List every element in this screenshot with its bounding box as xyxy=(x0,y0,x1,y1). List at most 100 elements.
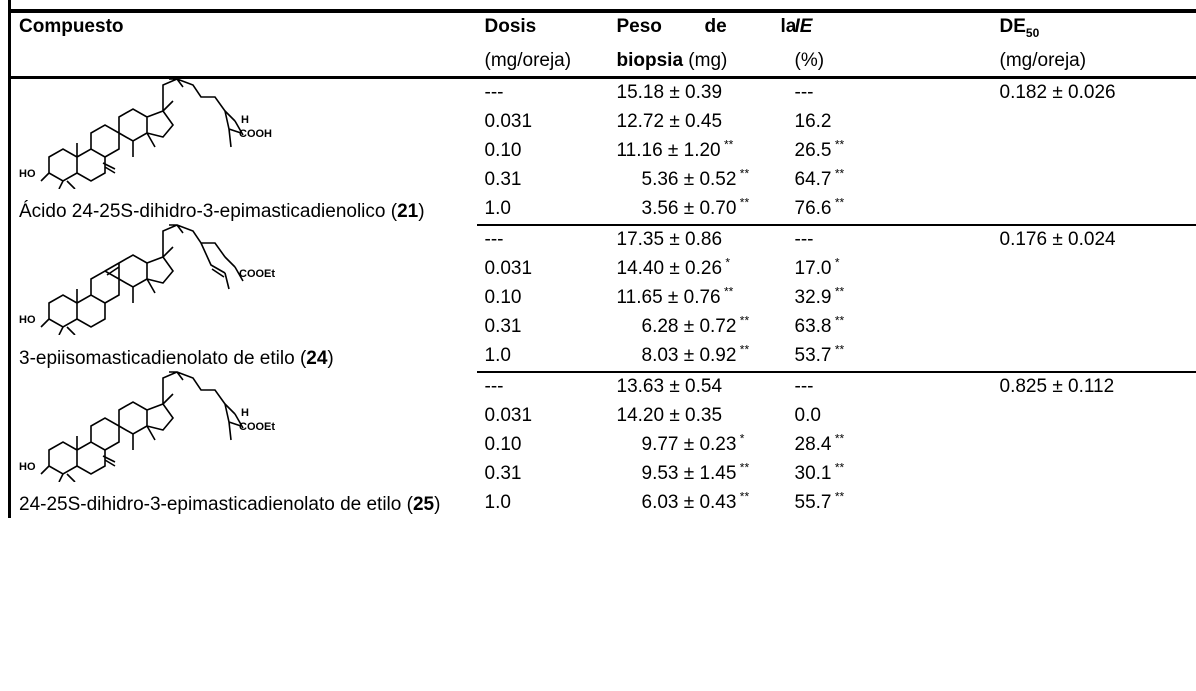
ie-value: 55.7 xyxy=(794,491,832,513)
table-row: 24-25S-dihidro-3-epimasticadienolato de … xyxy=(8,459,1196,518)
de50-cell xyxy=(991,459,1196,489)
dose-cell: --- xyxy=(484,228,504,250)
structure-cell: COOEt HO xyxy=(8,223,477,335)
weight-cell: 3.56 ± 0.70 ** xyxy=(608,194,795,226)
ie-value: 26.5 xyxy=(794,139,832,161)
weight-value: 6.28 ± 0.72 xyxy=(641,315,737,337)
dose-cell: --- xyxy=(484,375,504,397)
table-row: 0.031 12.72 ± 0.45 16.2 xyxy=(10,107,1196,137)
weight-cell: 17.35 ± 0.86 xyxy=(609,225,795,255)
weight-cell: 9.53 ± 1.45 ** xyxy=(609,460,795,489)
weight-value: 12.72 ± 0.45 xyxy=(616,110,723,132)
ie-value: 16.2 xyxy=(794,110,832,132)
dose-cell: 1.0 xyxy=(476,341,609,373)
dose-cell: 0.031 xyxy=(484,257,533,279)
dose-cell: 0.031 xyxy=(484,404,533,426)
ie-cell: 0.0 xyxy=(795,402,992,431)
dose-cell: 1.0 xyxy=(476,194,609,226)
chemical-structure-image: COOEt HO xyxy=(19,223,275,335)
de50-cell xyxy=(991,136,1196,166)
weight-value: 9.53 ± 1.45 xyxy=(641,462,737,484)
weight-significance: ** xyxy=(720,284,734,299)
table-row: COOEt H HO --- 13.63 ± 0.54 --- 0.825 ± 0.112 xyxy=(8,370,1196,482)
weight-cell: 11.16 ± 1.20 ** xyxy=(609,137,795,166)
weight-value: 17.35 ± 0.86 xyxy=(616,228,723,250)
table-row: 0.031 14.20 ± 0.35 0.0 xyxy=(10,401,1196,431)
table-row: 1.0 8.03 ± 0.92 ** 53.7 ** xyxy=(10,341,1196,373)
table-row: 0.10 11.65 ± 0.76 ** 32.9 ** xyxy=(10,283,1196,313)
ie-cell: 64.7 ** xyxy=(795,166,992,195)
weight-significance: * xyxy=(722,255,731,270)
dose-cell: 0.31 xyxy=(484,462,522,484)
header-weight: Peso de la xyxy=(608,9,796,47)
de50-cell: 0.182 ± 0.026 xyxy=(991,77,1196,108)
table-body: COOH H HO --- 15.18 ± 0.39 --- 0.182 ± 0.026 0.… xyxy=(8,77,1196,518)
ie-cell: 30.1 ** xyxy=(795,460,992,489)
structure-ho-label: HO xyxy=(19,168,36,180)
de50-cell xyxy=(991,488,1196,518)
weight-cell: 8.03 ± 0.92 ** xyxy=(608,341,795,373)
weight-value: 11.16 ± 1.20 xyxy=(616,139,721,161)
weight-significance: ** xyxy=(720,137,734,152)
ie-value: 28.4 xyxy=(794,433,832,455)
compound-name: Ácido 24-25S-dihidro-3-epimasticadienoli… xyxy=(8,165,477,225)
compound-name-close: ) xyxy=(418,200,425,222)
compound-name: 24-25S-dihidro-3-epimasticadienolato de … xyxy=(8,459,477,518)
weight-cell: 15.18 ± 0.39 xyxy=(609,77,795,108)
weight-significance: ** xyxy=(736,166,750,181)
ie-significance: ** xyxy=(831,313,845,328)
dose-cell: 0.31 xyxy=(484,168,522,190)
header-ie-unit: (%) xyxy=(794,46,992,79)
ie-cell: 53.7 ** xyxy=(794,341,992,373)
weight-significance: ** xyxy=(736,489,750,504)
structure-group-label: COOEt xyxy=(239,268,275,280)
compound-name-text: 3-epiisomasticadienolato de etilo ( xyxy=(19,347,307,369)
weight-value: 8.03 ± 0.92 xyxy=(641,344,737,366)
ie-value: 64.7 xyxy=(794,168,832,190)
header-weight-unit: biopsia (mg) xyxy=(608,46,795,79)
ie-cell: --- xyxy=(795,225,992,255)
weight-significance: ** xyxy=(736,195,750,210)
ie-significance: * xyxy=(831,255,840,270)
header-dose-unit: (mg/oreja) xyxy=(476,46,609,79)
de50-cell xyxy=(991,254,1196,284)
table-row: 3-epiisomasticadienolato de etilo (24) 0.… xyxy=(8,312,1196,372)
structure-h-label: H xyxy=(241,407,249,419)
weight-cell: 14.40 ± 0.26 * xyxy=(609,255,795,284)
table-header: Compuesto Dosis Peso de la IE DE50 (mg/o… xyxy=(8,9,1196,79)
weight-value: 11.65 ± 0.76 xyxy=(616,286,721,308)
weight-significance: ** xyxy=(736,313,750,328)
ie-value: 63.8 xyxy=(794,315,832,337)
header-de50: DE50 xyxy=(991,9,1196,47)
dose-cell: 0.10 xyxy=(484,433,522,455)
results-table: Compuesto Dosis Peso de la IE DE50 (mg/o… xyxy=(8,9,1196,518)
ie-significance: ** xyxy=(831,166,845,181)
compound-ref-number: 21 xyxy=(397,200,419,222)
weight-cell: 6.03 ± 0.43 ** xyxy=(609,489,795,518)
table-row: 1.0 3.56 ± 0.70 ** 76.6 ** xyxy=(10,194,1196,226)
table-row: 0.10 11.16 ± 1.20 ** 26.5 ** xyxy=(10,136,1196,166)
ie-value: --- xyxy=(794,228,814,250)
structure-cell: COOH H HO xyxy=(8,77,477,189)
weight-cell: 5.36 ± 0.52 ** xyxy=(609,166,795,195)
structure-group-label: COOH xyxy=(239,128,272,140)
weight-cell: 13.63 ± 0.54 xyxy=(609,372,795,402)
de50-cell: 0.176 ± 0.024 xyxy=(991,224,1196,255)
de50-cell xyxy=(991,194,1196,226)
ie-cell: 16.2 xyxy=(795,108,992,137)
header-de50-unit: (mg/oreja) xyxy=(991,46,1196,79)
weight-significance: ** xyxy=(736,342,750,357)
ie-cell: 76.6 ** xyxy=(794,194,992,226)
dose-cell: 0.031 xyxy=(484,110,533,132)
compound-name-close: ) xyxy=(327,347,334,369)
de50-cell xyxy=(991,401,1196,431)
ie-cell: 17.0 * xyxy=(795,255,992,284)
weight-cell: 12.72 ± 0.45 xyxy=(609,108,795,137)
header-dose: Dosis xyxy=(476,9,609,47)
table-row: Ácido 24-25S-dihidro-3-epimasticadienoli… xyxy=(8,165,1196,225)
weight-value: 15.18 ± 0.39 xyxy=(616,81,723,103)
weight-significance: * xyxy=(736,431,745,446)
ie-significance: ** xyxy=(831,342,845,357)
compound-ref-number: 24 xyxy=(306,347,328,369)
table-row: 1.0 6.03 ± 0.43 ** 55.7 ** xyxy=(10,488,1196,518)
